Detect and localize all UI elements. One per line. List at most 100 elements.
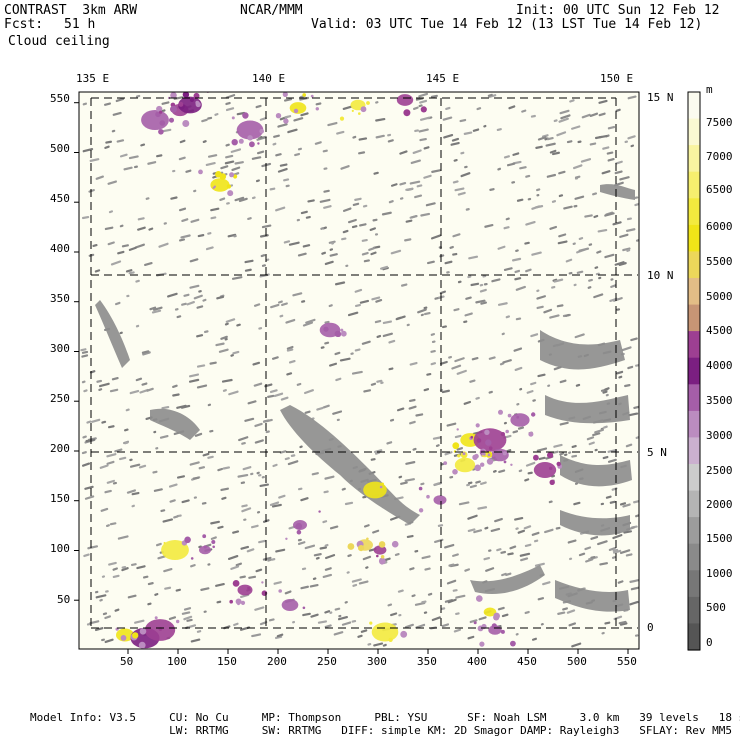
- cloud-streak: [452, 589, 458, 592]
- cloud-speck: [178, 101, 184, 107]
- forecast-hours: 51 h: [64, 17, 96, 32]
- cloud-streak: [352, 583, 358, 587]
- cloud-streak: [515, 317, 522, 321]
- cloud-streak: [404, 238, 412, 242]
- cloud-streak: [253, 303, 261, 307]
- cloud-streak: [536, 295, 546, 300]
- cloud-streak: [612, 297, 623, 302]
- cloud-streak: [551, 450, 559, 454]
- cloud-streak: [190, 638, 201, 643]
- cloud-streak: [169, 499, 176, 503]
- cloud-streak: [562, 607, 568, 611]
- cloud-streak: [423, 174, 432, 179]
- cloud-streak: [233, 234, 237, 238]
- lon-label-150e: 150 E: [600, 72, 634, 85]
- cloud-streak: [342, 229, 349, 234]
- colorbar-label: 2500: [706, 464, 733, 477]
- cloud-streak: [107, 425, 115, 429]
- cloud-streak: [479, 283, 484, 287]
- cloud-streak: [553, 278, 564, 283]
- cloud-streak: [215, 342, 225, 347]
- cloud-streak: [619, 549, 631, 555]
- cloud-streak: [98, 388, 103, 392]
- cloud-streak: [616, 308, 621, 311]
- cloud-band: [95, 300, 130, 368]
- cloud-streak: [179, 238, 186, 242]
- cloud-speck: [340, 330, 347, 337]
- cloud-streak: [287, 128, 298, 134]
- cloud-streak: [362, 204, 368, 208]
- cloud-streak: [518, 469, 523, 473]
- cloud-streak: [621, 346, 632, 352]
- cloud-streak: [501, 332, 505, 336]
- cloud-streak: [104, 638, 114, 644]
- cloud-streak: [86, 420, 92, 424]
- cloud-streak: [231, 276, 243, 280]
- cloud-speck: [211, 540, 216, 544]
- x-grid-label: 550: [617, 655, 637, 668]
- cloud-streak: [423, 311, 431, 316]
- cloud-streak: [565, 313, 570, 317]
- colorbar-label: 6500: [706, 183, 733, 196]
- cloud-streak: [530, 333, 539, 338]
- cloud-speck: [295, 522, 303, 530]
- cloud-streak: [536, 447, 548, 452]
- cloud-streak: [454, 357, 465, 363]
- cloud-streak: [417, 308, 427, 314]
- cloud-streak: [248, 575, 257, 579]
- cloud-streak: [297, 252, 307, 257]
- cloud-streak: [516, 198, 524, 202]
- cloud-streak: [442, 116, 453, 121]
- cloud-streak: [397, 589, 404, 593]
- cloud-streak: [350, 352, 354, 355]
- cloud-streak: [370, 382, 377, 386]
- cloud-streak: [503, 267, 513, 272]
- cloud-streak: [315, 102, 322, 106]
- cloud-streak: [324, 475, 335, 480]
- cloud-field-layer: [80, 92, 639, 649]
- cloud-streak: [604, 212, 615, 217]
- cloud-streak: [207, 403, 212, 407]
- cloud-streak: [420, 313, 424, 317]
- cloud-streak: [414, 129, 419, 133]
- cloud-streak: [581, 113, 591, 119]
- cloud-patch: [373, 545, 387, 555]
- cloud-streak: [372, 218, 378, 222]
- cloud-streak: [489, 188, 495, 191]
- cloud-streak: [286, 348, 294, 352]
- cloud-streak: [193, 496, 197, 499]
- cloud-speck: [500, 432, 505, 437]
- cloud-speck: [507, 413, 512, 418]
- cloud-streak: [271, 503, 282, 508]
- cloud-streak: [507, 162, 516, 167]
- cloud-streak: [612, 534, 623, 540]
- cloud-streak: [549, 314, 560, 319]
- colorbar-label: 6000: [706, 220, 733, 233]
- cloud-speck: [462, 452, 466, 456]
- cloud-streak: [81, 354, 89, 358]
- cloud-speck: [381, 482, 384, 486]
- cloud-streak: [81, 380, 86, 384]
- cloud-speck: [159, 120, 166, 126]
- cloud-streak: [301, 567, 307, 571]
- cloud-streak: [409, 361, 418, 366]
- x-grid-label: 450: [517, 655, 537, 668]
- cloud-streak: [286, 345, 294, 350]
- cloud-streak: [147, 161, 157, 165]
- cloud-streak: [101, 420, 107, 424]
- lat-label-15n: 15 N: [647, 91, 674, 104]
- cloud-streak: [430, 94, 438, 98]
- cloud-speck: [215, 171, 222, 178]
- cloud-streak: [449, 475, 454, 479]
- y-grid-label: 150: [50, 492, 70, 505]
- cloud-streak: [89, 620, 100, 625]
- cloud-streak: [210, 216, 217, 220]
- cloud-streak: [568, 271, 573, 275]
- cloud-streak: [451, 137, 460, 142]
- cloud-streak: [505, 217, 510, 221]
- cloud-streak: [444, 599, 454, 603]
- colorbar-label: 7000: [706, 150, 733, 163]
- cloud-streak: [170, 196, 178, 200]
- cloud-streak: [154, 593, 159, 596]
- cloud-streak: [419, 99, 428, 104]
